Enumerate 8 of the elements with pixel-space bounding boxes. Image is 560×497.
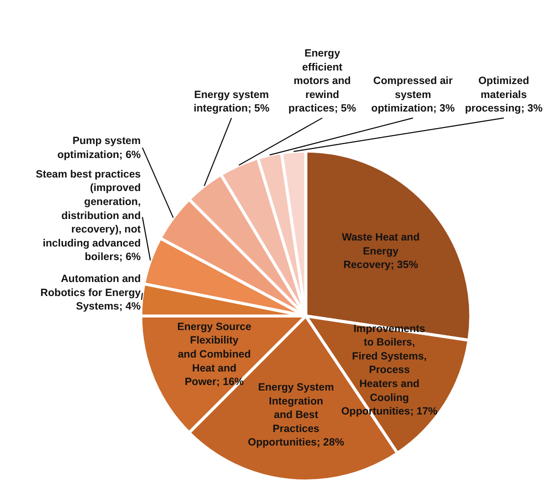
slice-label: Waste Heat and Energy Recovery; 35%: [342, 232, 420, 272]
slice-label: Compressed air system optimization; 3%: [371, 75, 456, 115]
slice-label: Energy system integration; 5%: [194, 88, 270, 115]
slice-label: Energy efficient motors and rewind practices; 5%: [288, 48, 357, 115]
slice-label: Pump system optimization; 6%: [57, 135, 142, 161]
slice-label: Automation and Robotics for Energy Systems; 4%: [40, 273, 142, 313]
slice-label: Steam best practices (improved generation, distribution and recovery), not including advanced boilers; 6%: [36, 168, 142, 264]
slice-label: Optimized materials processing; 3%: [464, 75, 544, 115]
